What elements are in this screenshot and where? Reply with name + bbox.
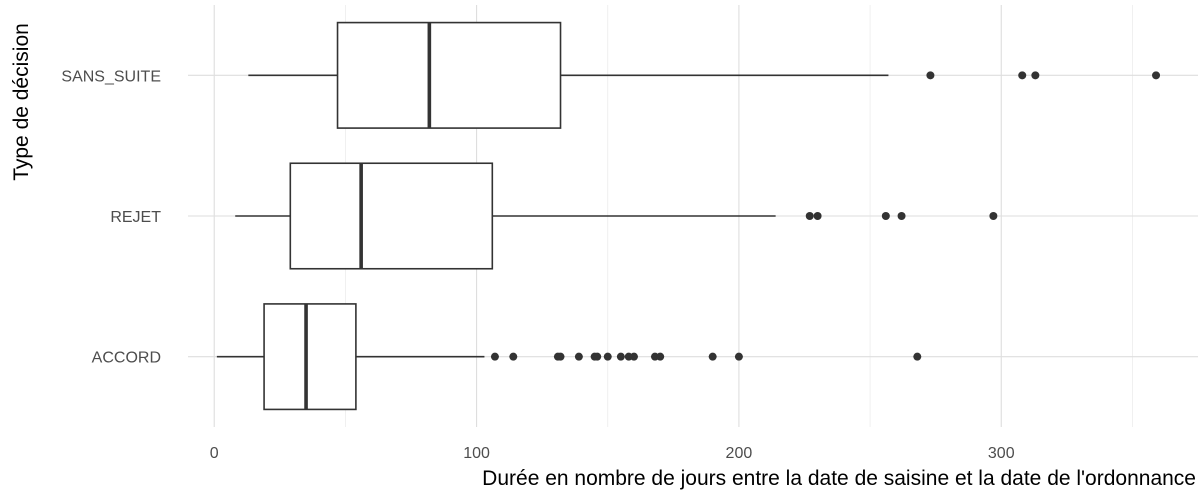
outlier-point [509, 352, 518, 361]
y-tick-label: ACCORD [92, 350, 161, 367]
outlier-point [989, 212, 998, 220]
outlier-point [1018, 71, 1027, 80]
outlier-point [629, 352, 638, 361]
outlier-point [556, 352, 565, 361]
box-group-sans-suite [248, 21, 889, 129]
box-layer [216, 21, 889, 411]
x-axis-title: Durée en nombre de jours entre la date d… [482, 467, 1196, 490]
x-tick-label: 200 [726, 445, 753, 462]
outlier-point [897, 212, 906, 220]
outlier-point [881, 212, 890, 220]
outlier-point [805, 212, 814, 220]
y-tick-label: REJET [110, 209, 161, 226]
iqr-box [289, 162, 494, 270]
box-group-accord [216, 303, 485, 411]
outlier-point [813, 212, 822, 220]
outlier-point [574, 352, 583, 361]
outlier-point [913, 352, 922, 361]
outlier-point [616, 352, 625, 361]
outlier-point [490, 352, 499, 361]
outlier-layer [490, 71, 1161, 361]
x-tick-label: 100 [463, 445, 490, 462]
outlier-point [926, 71, 935, 80]
outlier-point [593, 352, 602, 361]
y-tick-label: SANS_SUITE [61, 68, 161, 85]
x-tick-label: 300 [988, 445, 1015, 462]
tick-layer: 0 100 200 300 ACCORD REJET SANS_SUITE [61, 68, 1014, 462]
outlier-point [708, 352, 717, 361]
y-axis-title: Type de décision [10, 23, 33, 181]
iqr-box [263, 303, 357, 411]
outlier-point [734, 352, 743, 361]
x-tick-label: 0 [210, 445, 219, 462]
outlier-point [603, 352, 612, 361]
outlier-point [656, 352, 665, 361]
box-group-rejet [235, 162, 776, 270]
iqr-box [336, 21, 562, 129]
outlier-point [1031, 71, 1040, 80]
outlier-point [1152, 71, 1161, 80]
